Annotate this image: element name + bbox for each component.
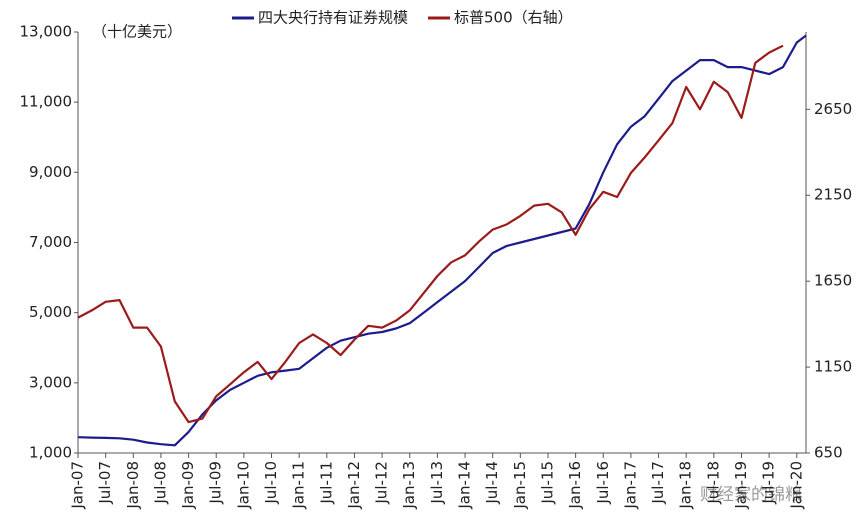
y-tick-label: 9,000	[29, 163, 72, 181]
x-tick-label: Jan-07	[69, 461, 87, 510]
x-tick-label: Jul-16	[594, 461, 612, 505]
x-tick-label: Jul-14	[483, 461, 501, 505]
series-line	[77, 44, 784, 424]
y-tick-label: 1,000	[29, 444, 72, 462]
x-tick-label: Jan-10	[234, 461, 252, 510]
y-tick-label: 3,000	[29, 373, 72, 391]
y2-tick-label: 2650	[814, 100, 852, 118]
x-tick-label: Jan-20	[787, 461, 805, 510]
x-tick-label: Jul-18	[704, 461, 722, 505]
y-tick-label: 7,000	[29, 233, 72, 251]
x-tick-label: Jan-12	[345, 461, 363, 510]
x-tick-label: Jul-13	[428, 461, 446, 505]
y2-tick-label: 2150	[814, 186, 852, 204]
y2-tick-label: 1150	[814, 358, 852, 376]
x-tick-label: Jul-08	[151, 461, 169, 505]
legend-label: 标普500（右轴）	[454, 9, 573, 27]
series-line	[77, 34, 807, 447]
x-tick-label: Jan-19	[732, 461, 750, 510]
x-tick-label: Jul-07	[96, 461, 114, 505]
x-tick-label: Jan-16	[566, 461, 584, 510]
watermark: 财经家的锦粮	[700, 485, 802, 505]
x-tick-label: Jan-17	[621, 461, 639, 510]
x-tick-label: Jul-19	[760, 461, 778, 505]
y-tick-label: 13,000	[20, 23, 73, 41]
y2-tick-label: 650	[814, 444, 843, 462]
y-tick-label: 5,000	[29, 303, 72, 321]
x-tick-label: Jan-14	[456, 461, 474, 510]
x-tick-label: Jan-13	[400, 461, 418, 510]
x-tick-label: Jan-18	[677, 461, 695, 510]
y-tick-label: 11,000	[20, 93, 73, 111]
x-tick-label: Jul-15	[538, 461, 556, 505]
legend-label: 四大央行持有证券规模	[258, 9, 408, 27]
x-tick-label: Jul-11	[317, 461, 335, 505]
x-tick-label: Jul-09	[207, 461, 225, 505]
x-tick-label: Jan-08	[124, 461, 142, 510]
y2-tick-label: 1650	[814, 272, 852, 290]
x-tick-label: Jan-11	[290, 461, 308, 510]
x-tick-label: Jul-12	[373, 461, 391, 505]
unit-label: （十亿美元）	[92, 23, 182, 41]
x-tick-label: Jul-17	[649, 461, 667, 505]
x-tick-label: Jan-09	[179, 461, 197, 510]
x-tick-label: Jan-15	[511, 461, 529, 510]
x-tick-label: Jul-10	[262, 461, 280, 505]
